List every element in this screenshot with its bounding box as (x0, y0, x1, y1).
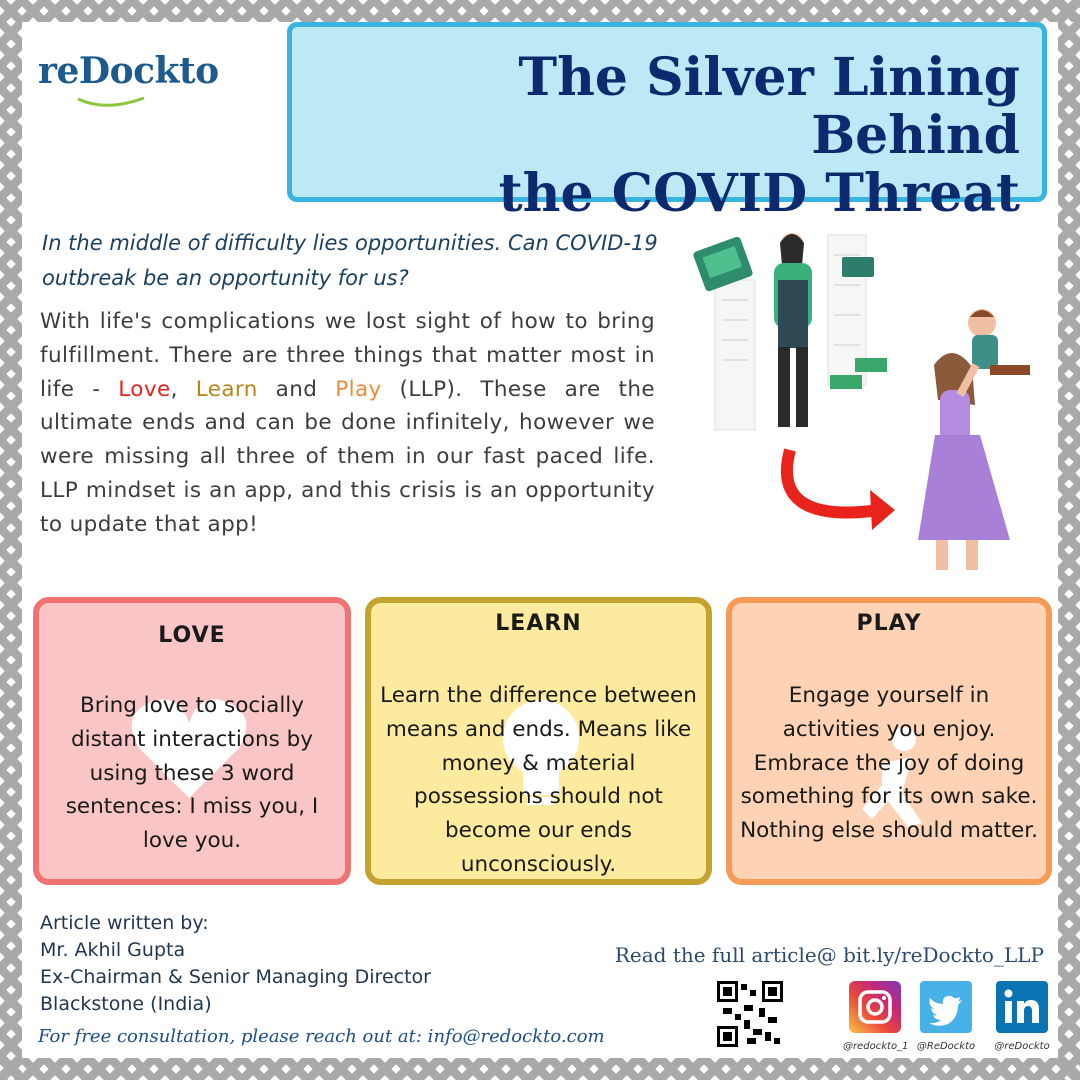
play-card: PLAY Engage yourself in activities you e… (726, 597, 1052, 885)
love-card: LOVE Bring love to socially distant inte… (33, 597, 351, 885)
keyword-learn: Learn (195, 376, 258, 402)
intro-paragraph: With life's complications we lost sight … (40, 305, 655, 542)
instagram-link[interactable]: @redockto_1 (843, 981, 909, 1052)
author-label: Article written by: (40, 912, 209, 934)
linkedin-handle: @reDockto (994, 1041, 1050, 1052)
keyword-play: Play (335, 376, 382, 402)
instagram-handle: @redockto_1 (843, 1041, 909, 1052)
cashier-figure (774, 233, 812, 427)
mother-child-figure (918, 309, 1030, 570)
curved-arrow-icon (780, 448, 881, 519)
instagram-icon[interactable] (849, 981, 901, 1033)
border-bottom (0, 1058, 1080, 1080)
money-icon (855, 358, 887, 372)
illustration (693, 233, 1030, 570)
intro-sep-1: , (170, 376, 196, 402)
money-icon (830, 375, 862, 389)
subtitle: In the middle of difficulty lies opportu… (42, 231, 658, 290)
learn-card-text: Learn the difference between means and e… (380, 683, 697, 877)
love-card-text: Bring love to socially distant interacti… (65, 693, 319, 854)
twitter-icon[interactable] (920, 981, 972, 1033)
lightbulb-icon (503, 700, 579, 805)
twitter-handle: @ReDockto (916, 1041, 976, 1052)
title-banner: The Silver Lining Behind the COVID Threa… (287, 22, 1047, 223)
intro-sep-2: and (257, 376, 336, 402)
running-person-icon (862, 727, 922, 827)
twitter-link[interactable]: @ReDockto (914, 981, 978, 1052)
author-block: Article written by: Mr. Akhil Gupta Ex-C… (40, 910, 431, 1018)
author-title: Ex-Chairman & Senior Managing Director (40, 966, 431, 988)
border-top (0, 0, 1080, 22)
author-name: Mr. Akhil Gupta (40, 939, 186, 961)
play-card-text: Engage yourself in activities you enjoy.… (740, 683, 1038, 844)
arrow-head-icon (870, 490, 895, 530)
keyword-love: Love (118, 376, 171, 402)
border-left (0, 0, 22, 1080)
logo-swoosh-icon (77, 96, 145, 107)
heart-icon (131, 699, 247, 798)
author-company: Blackstone (India) (40, 993, 212, 1015)
linkedin-icon[interactable] (996, 981, 1048, 1033)
love-card-title: LOVE (158, 623, 226, 648)
credit-card-icon (842, 257, 874, 277)
border-right (1058, 0, 1080, 1080)
qr-code-icon[interactable] (717, 981, 783, 1047)
learn-card-title: LEARN (495, 611, 582, 636)
read-more-link[interactable]: Read the full article@ bit.ly/reDockto_L… (614, 943, 1044, 967)
linkedin-link[interactable]: @reDockto (990, 981, 1054, 1052)
intro-text-2: (LLP). These are the ultimate ends and c… (40, 376, 655, 537)
play-card-title: PLAY (856, 611, 922, 636)
intro-text-1: With life's complications we lost sight … (40, 309, 655, 402)
learn-card: LEARN Learn the difference between means… (365, 597, 712, 885)
consultation-contact[interactable]: For free consultation, please reach out … (38, 1026, 605, 1047)
page-title: The Silver Lining Behind the COVID Threa… (498, 47, 1020, 224)
redockto-logo: reDockto (38, 50, 219, 92)
cash-register-icon (693, 236, 753, 292)
